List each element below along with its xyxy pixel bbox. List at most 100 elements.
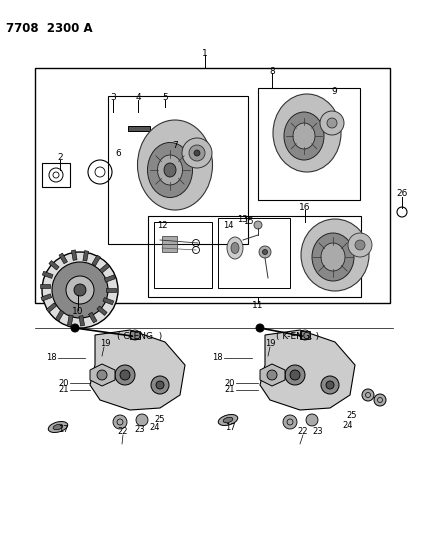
Text: 18: 18 (46, 352, 57, 361)
Text: 24: 24 (343, 421, 353, 430)
Ellipse shape (48, 422, 68, 432)
Text: 6: 6 (115, 149, 121, 158)
Circle shape (254, 221, 262, 229)
Polygon shape (90, 330, 185, 410)
Ellipse shape (223, 417, 233, 423)
Bar (97, 306, 107, 316)
Text: 16: 16 (299, 204, 311, 213)
Polygon shape (260, 364, 285, 386)
Circle shape (71, 324, 79, 332)
Text: 2: 2 (57, 154, 63, 163)
Ellipse shape (148, 142, 193, 198)
Bar (130, 331, 140, 339)
Text: 19: 19 (100, 340, 110, 349)
Bar (108, 96, 248, 244)
Circle shape (74, 284, 86, 296)
Bar (300, 331, 310, 339)
Ellipse shape (231, 243, 239, 254)
Text: 25: 25 (347, 410, 357, 419)
Bar (40, 284, 50, 288)
Ellipse shape (218, 415, 238, 425)
Circle shape (66, 276, 94, 304)
Text: ( G-ENG. ): ( G-ENG. ) (117, 332, 163, 341)
Circle shape (52, 262, 108, 318)
Bar (56, 310, 64, 321)
Ellipse shape (312, 233, 354, 281)
Bar (71, 250, 77, 261)
Circle shape (113, 415, 127, 429)
Polygon shape (260, 330, 355, 410)
Circle shape (151, 376, 169, 394)
Text: 23: 23 (135, 425, 146, 434)
Ellipse shape (284, 112, 324, 160)
Text: 14: 14 (223, 222, 233, 230)
Text: 1: 1 (202, 49, 208, 58)
Circle shape (42, 252, 118, 328)
Text: 25: 25 (155, 415, 165, 424)
Circle shape (189, 145, 205, 161)
Circle shape (321, 376, 339, 394)
Bar (35, 68, 390, 303)
Bar (41, 294, 52, 301)
Bar (79, 316, 85, 326)
Bar (218, 218, 290, 288)
Bar (92, 255, 101, 266)
Circle shape (290, 370, 300, 380)
Circle shape (262, 249, 268, 254)
Bar (99, 264, 110, 273)
Text: 4: 4 (135, 93, 141, 102)
Text: 21: 21 (225, 385, 235, 394)
Circle shape (362, 389, 374, 401)
Text: 17: 17 (225, 424, 235, 432)
Text: 7: 7 (172, 141, 178, 149)
Ellipse shape (293, 123, 315, 149)
Bar (83, 251, 89, 261)
Bar (49, 261, 59, 270)
Circle shape (348, 233, 372, 257)
Circle shape (256, 324, 264, 332)
Text: 9: 9 (331, 87, 337, 96)
Circle shape (115, 365, 135, 385)
Circle shape (259, 246, 271, 258)
Circle shape (285, 365, 305, 385)
Text: 20: 20 (59, 378, 69, 387)
Bar (42, 271, 53, 278)
Circle shape (194, 150, 200, 156)
Text: 15: 15 (243, 217, 253, 227)
Circle shape (355, 240, 365, 250)
Circle shape (327, 118, 337, 128)
Text: 17: 17 (58, 425, 68, 434)
Circle shape (156, 381, 164, 389)
Text: 24: 24 (150, 424, 160, 432)
Circle shape (97, 370, 107, 380)
Ellipse shape (273, 94, 341, 172)
Text: 20: 20 (225, 378, 235, 387)
Text: 8: 8 (269, 67, 275, 76)
Text: 12: 12 (157, 222, 167, 230)
Polygon shape (90, 364, 115, 386)
Ellipse shape (301, 219, 369, 291)
Text: 5: 5 (162, 93, 168, 102)
Circle shape (267, 370, 277, 380)
Text: 18: 18 (212, 352, 223, 361)
Text: 22: 22 (298, 427, 308, 437)
Text: 21: 21 (59, 385, 69, 394)
Ellipse shape (164, 163, 176, 177)
Circle shape (283, 415, 297, 429)
Text: 10: 10 (72, 308, 84, 317)
Circle shape (374, 394, 386, 406)
Circle shape (136, 414, 148, 426)
Ellipse shape (53, 424, 63, 430)
Bar (162, 244, 177, 252)
Bar (154, 222, 212, 288)
Circle shape (120, 370, 130, 380)
Text: 26: 26 (396, 190, 408, 198)
Ellipse shape (227, 237, 243, 259)
Text: 22: 22 (118, 427, 128, 437)
Text: 7708  2300 A: 7708 2300 A (6, 22, 92, 35)
Ellipse shape (321, 243, 345, 271)
Ellipse shape (137, 120, 212, 210)
Bar (104, 275, 115, 282)
Circle shape (182, 138, 212, 168)
Text: 3: 3 (110, 93, 116, 102)
